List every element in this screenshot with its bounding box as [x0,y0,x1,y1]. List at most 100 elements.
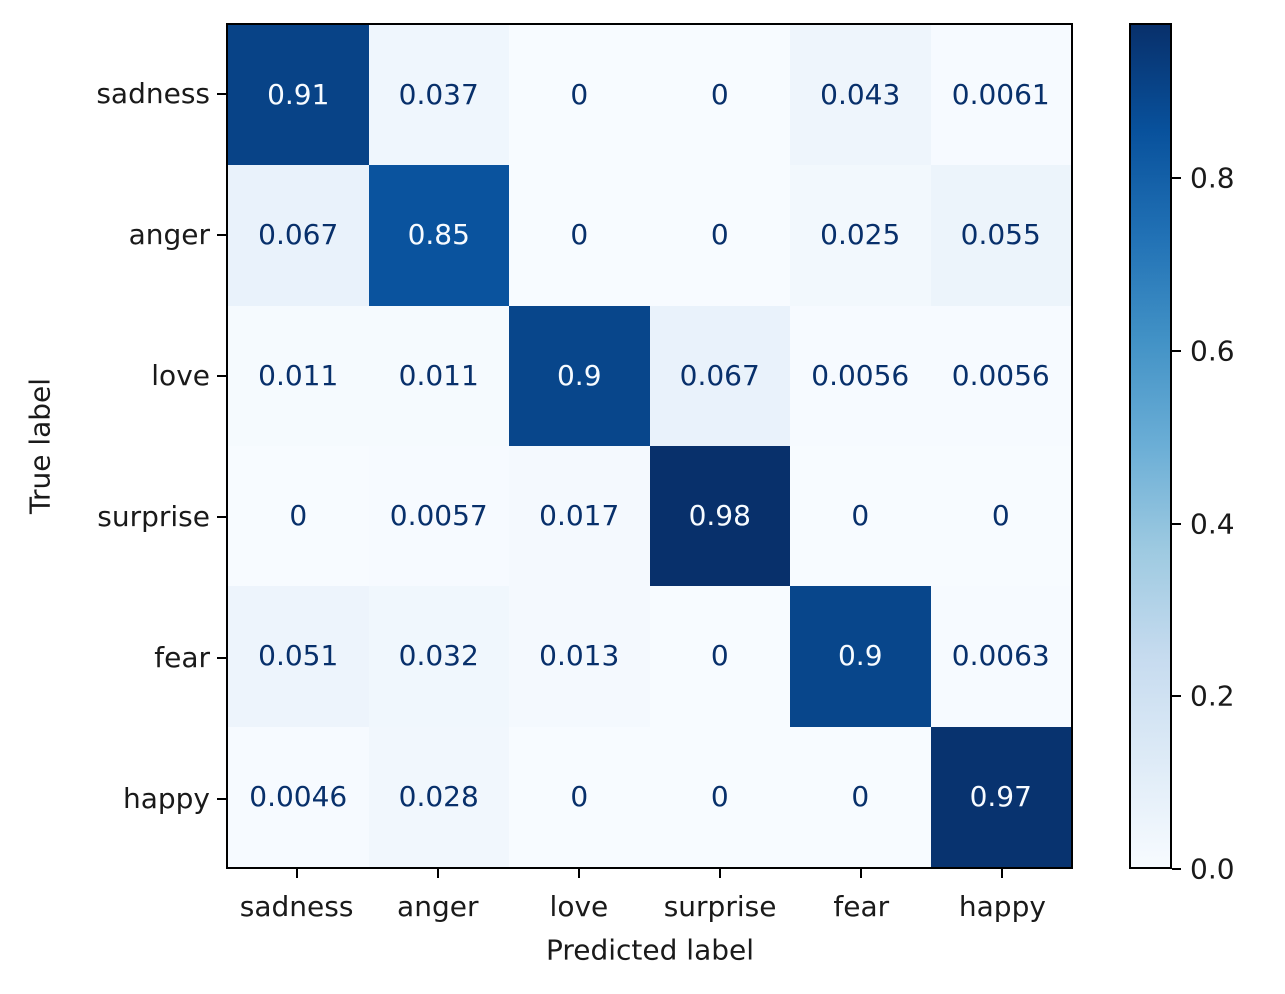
colorbar-tick [1172,868,1181,870]
cell-value: 0 [289,499,308,533]
cell-value: 0.051 [258,639,339,673]
y-tick [217,92,226,95]
heatmap-cell-love-happy: 0.0056 [930,305,1071,446]
cell-value: 0.067 [679,358,760,392]
heatmap-cell-surprise-surprise: 0.98 [649,445,790,587]
cell-value: 0.98 [688,499,751,533]
heatmap-cell-fear-sadness: 0.051 [228,586,369,727]
y-tick [217,797,226,800]
x-tick-label-love: love [549,890,609,923]
heatmap-cell-fear-surprise: 0 [649,586,790,727]
x-tick-label-anger: anger [397,890,479,923]
heatmap-cell-surprise-happy: 0 [930,445,1071,587]
heatmap-cell-anger-happy: 0.055 [930,165,1071,306]
cell-value: 0.037 [398,78,479,112]
y-tick [217,233,226,236]
cell-value: 0 [991,499,1010,533]
cell-value: 0 [570,779,589,813]
cell-value: 0.9 [837,639,883,673]
cell-value: 0.0056 [951,358,1050,392]
cell-value: 0 [851,499,870,533]
cell-value: 0.0057 [389,499,488,533]
cell-value: 0 [851,779,870,813]
y-tick-label-surprise: surprise [97,499,210,533]
heatmap-cell-happy-anger: 0.028 [368,726,509,867]
heatmap-cell-surprise-sadness: 0 [228,445,369,587]
cell-value: 0.055 [960,218,1041,252]
x-tick [719,869,722,878]
x-tick [860,869,863,878]
heatmap-cell-anger-love: 0 [509,165,650,306]
heatmap-cell-sadness-happy: 0.0061 [930,25,1071,166]
y-tick-label-happy: happy [122,781,210,815]
heatmap-cell-anger-surprise: 0 [649,165,790,306]
x-tick-label-surprise: surprise [663,890,777,923]
heatmap-cell-happy-happy: 0.97 [930,726,1071,867]
heatmap-cell-sadness-love: 0 [509,25,650,166]
cell-value: 0.067 [258,218,339,252]
colorbar-tick-label-0.2: 0.2 [1190,679,1235,713]
heatmap-cell-surprise-love: 0.017 [509,445,650,587]
cell-value: 0 [710,779,729,813]
cell-value: 0.0063 [951,639,1050,673]
heatmap-cell-fear-happy: 0.0063 [930,586,1071,727]
cell-value: 0.97 [969,779,1032,813]
heatmap-cell-love-anger: 0.011 [368,305,509,446]
colorbar-tick-label-0.8: 0.8 [1190,161,1235,195]
y-tick [217,515,226,518]
y-axis-label: True label [23,377,57,515]
cell-value: 0.025 [820,218,901,252]
heatmap-cell-happy-fear: 0 [790,726,931,867]
heatmap-cell-anger-fear: 0.025 [790,165,931,306]
colorbar-tick [1172,350,1181,353]
cell-value: 0.9 [556,358,602,392]
heatmap-cell-sadness-anger: 0.037 [368,25,509,166]
heatmap-cell-fear-love: 0.013 [509,586,650,727]
cell-value: 0 [570,78,589,112]
colorbar-tick-label-0.0: 0.0 [1190,852,1235,886]
cell-value: 0.91 [267,78,330,112]
heatmap-cell-happy-love: 0 [509,726,650,867]
cell-value: 0.85 [407,218,470,252]
heatmap-cell-surprise-anger: 0.0057 [368,445,509,587]
colorbar-tick [1172,177,1181,180]
cell-value: 0.0046 [249,779,348,813]
heatmap-grid: 0.91 0.037 0 0 0.043 0.0061 0.067 0.85 0 0 0.025 0.… [226,23,1073,869]
cell-value: 0.011 [398,358,479,392]
x-tick-label-sadness: sadness [239,890,354,923]
heatmap-cell-love-fear: 0.0056 [790,305,931,446]
heatmap-cell-fear-anger: 0.032 [368,586,509,727]
heatmap-cell-happy-sadness: 0.0046 [228,726,369,867]
heatmap-cell-surprise-fear: 0 [790,445,931,587]
y-tick-label-fear: fear [154,640,210,674]
cell-value: 0 [570,218,589,252]
colorbar-tick-label-0.6: 0.6 [1190,334,1235,368]
cell-value: 0.032 [398,639,479,673]
cell-value: 0 [710,218,729,252]
heatmap-cell-love-sadness: 0.011 [228,305,369,446]
cell-value: 0.028 [398,779,479,813]
y-tick-label-sadness: sadness [96,76,210,110]
cell-value: 0.0056 [811,358,910,392]
heatmap-cell-sadness-sadness: 0.91 [228,25,369,166]
colorbar-tick [1172,522,1181,525]
y-tick [217,374,226,377]
x-tick [577,869,580,878]
cell-value: 0.013 [539,639,620,673]
heatmap-cell-happy-surprise: 0 [649,726,790,867]
heatmap-cell-sadness-fear: 0.043 [790,25,931,166]
y-tick-label-anger: anger [128,217,210,251]
y-tick [217,656,226,659]
x-tick [436,869,439,878]
heatmap-cell-anger-anger: 0.85 [368,165,509,306]
colorbar [1129,23,1172,869]
heatmap-cell-love-surprise: 0.067 [649,305,790,446]
x-axis-label: Predicted label [545,933,755,967]
y-tick-label-love: love [151,358,210,392]
cell-value: 0.043 [820,78,901,112]
heatmap-cell-sadness-surprise: 0 [649,25,790,166]
cell-value: 0 [710,78,729,112]
heatmap-cell-anger-sadness: 0.067 [228,165,369,306]
colorbar-tick-label-0.4: 0.4 [1190,507,1235,541]
